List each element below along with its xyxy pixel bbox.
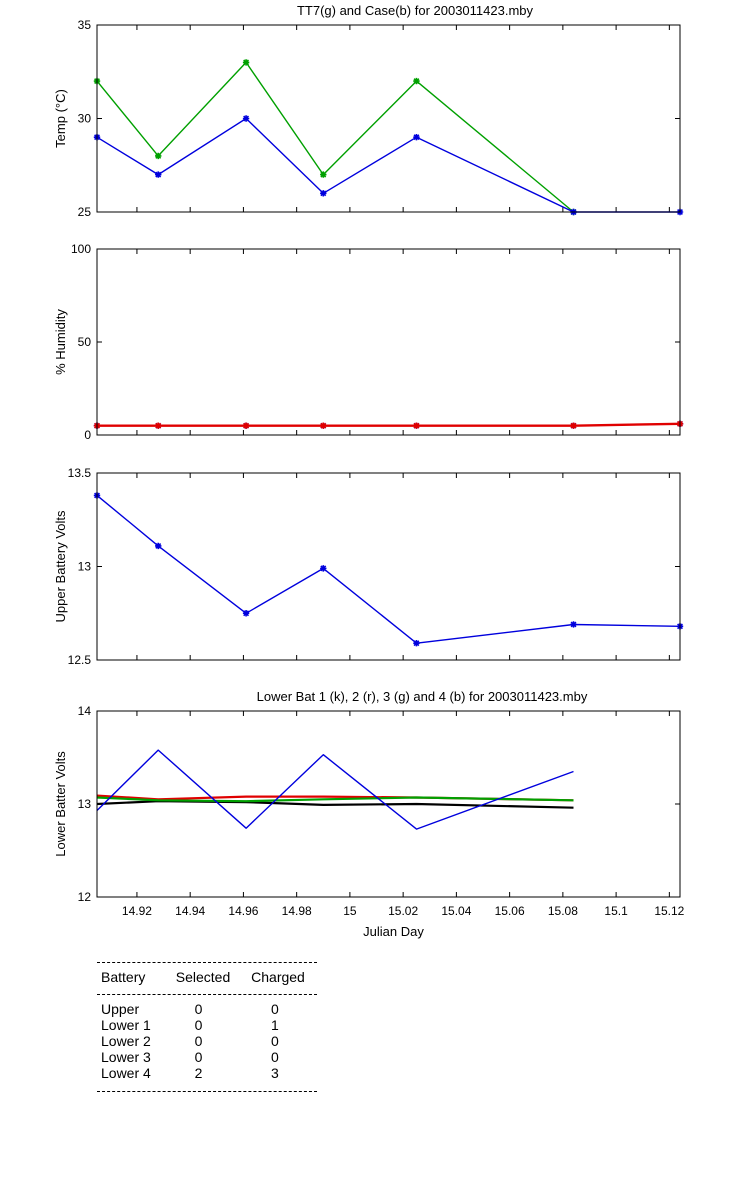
data-point [320, 565, 327, 572]
data-point [413, 639, 420, 647]
battery-selected: 0 [194, 1017, 203, 1033]
table-rule-bottom [97, 1091, 317, 1092]
figure: 25 30 35 TT7(g) and Case(b) for 2003011423.… [53, 3, 685, 939]
header-selected: Selected [175, 969, 231, 985]
x-tick-label: 15.12 [654, 904, 684, 918]
chart-panel-4: 12 13 14 Lower Bat 1 (k), 2 (r), 3 (g) and … [53, 689, 685, 939]
data-point [242, 610, 250, 617]
battery-selected: 0 [194, 1001, 203, 1017]
battery-name: Lower 4 [101, 1065, 151, 1081]
data-point [155, 152, 162, 160]
battery-charged: 1 [271, 1017, 279, 1033]
y-tick-label: 14 [78, 704, 92, 718]
series-line-e00000 [97, 422, 681, 427]
battery-selected: 0 [194, 1033, 203, 1049]
battery-charged: 3 [271, 1065, 279, 1081]
series-line-0000dd [96, 494, 681, 644]
data-point [242, 59, 250, 66]
data-point [413, 134, 420, 141]
x-tick-label: 14.96 [228, 904, 258, 918]
x-tick-label: 15.06 [495, 904, 525, 918]
chart-panel-1: 25 30 35 TT7(g) and Case(b) for 2003011423.… [53, 3, 684, 219]
x-tick-label: 14.94 [175, 904, 205, 918]
table-body: Upper 0 0 Lower 1 0 1 Lower 2 0 0 Lower … [97, 995, 317, 1081]
battery-charged: 0 [271, 1049, 279, 1065]
y-tick-label: 50 [78, 335, 92, 349]
y-axis-label: Temp (°C) [53, 89, 68, 148]
table-rule-middle [97, 994, 317, 995]
x-tick-label: 15.1 [604, 904, 628, 918]
table-row: Upper 0 0 [97, 1001, 317, 1017]
chart-panel-2: 0 50 100 % Humidity [53, 242, 684, 442]
battery-name: Upper [101, 1001, 140, 1017]
table-row: Lower 2 0 0 [97, 1033, 317, 1049]
chart-panel-3: 12.5 13 13.5 Upper Battery Volts [53, 466, 684, 667]
chart-title: TT7(g) and Case(b) for 2003011423.mby [297, 3, 534, 18]
x-tick-label: 14.98 [282, 904, 312, 918]
y-axis-label: Upper Battery Volts [53, 510, 68, 622]
data-point [413, 77, 420, 85]
table-header-row: Battery Selected Charged [97, 963, 317, 985]
battery-name: Lower 1 [101, 1017, 151, 1033]
data-point [570, 621, 577, 628]
y-tick-label: 13.5 [68, 466, 92, 480]
battery-table: Battery Selected Charged Upper 0 0 Lower… [97, 962, 317, 1092]
y-axis-label: % Humidity [53, 309, 68, 375]
y-tick-label: 30 [78, 112, 92, 126]
y-tick-label: 0 [84, 428, 91, 442]
x-tick-label: 14.92 [122, 904, 152, 918]
x-tick-label: 15.02 [388, 904, 418, 918]
data-point [155, 171, 162, 178]
y-tick-label: 25 [78, 205, 92, 219]
data-point [570, 422, 577, 429]
x-tick-label: 15 [343, 904, 357, 918]
plot-frame [96, 248, 681, 436]
battery-name: Lower 3 [101, 1049, 151, 1065]
y-tick-label: 12.5 [68, 653, 92, 667]
data-point [242, 422, 250, 429]
table-row: Lower 3 0 0 [97, 1049, 317, 1065]
battery-selected: 2 [194, 1065, 203, 1081]
battery-name: Lower 2 [101, 1033, 151, 1049]
y-tick-label: 13 [78, 560, 92, 574]
data-point [320, 422, 327, 429]
y-tick-label: 35 [78, 18, 92, 32]
header-battery: Battery [101, 969, 146, 985]
data-point [155, 422, 162, 429]
x-axis-label: Julian Day [363, 924, 424, 939]
battery-charged: 0 [271, 1033, 279, 1049]
table-row: Lower 1 0 1 [97, 1017, 317, 1033]
plot-frame [96, 24, 681, 213]
series-line-00a000 [96, 61, 574, 213]
data-point [413, 422, 420, 429]
series-line-0000dd [96, 749, 574, 830]
table-rule-top [97, 962, 317, 963]
series-line-00a000 [96, 796, 574, 803]
y-axis-label: Lower Batter Volts [53, 751, 68, 857]
battery-selected: 0 [194, 1049, 203, 1065]
y-tick-label: 100 [71, 242, 91, 256]
battery-charged: 0 [271, 1001, 279, 1017]
plot-frame [96, 472, 681, 661]
series-line-000000 [96, 800, 574, 809]
series-line-0000dd [96, 117, 680, 213]
data-point [320, 190, 327, 197]
x-tick-label: 15.04 [441, 904, 471, 918]
y-tick-label: 12 [78, 890, 92, 904]
data-point [242, 115, 250, 122]
table-row: Lower 4 2 3 [97, 1065, 317, 1081]
data-point [320, 171, 327, 178]
data-point [155, 542, 162, 550]
chart-title: Lower Bat 1 (k), 2 (r), 3 (g) and 4 (b) … [257, 689, 588, 704]
y-tick-label: 13 [78, 797, 92, 811]
plot-frame [96, 710, 681, 898]
x-tick-label: 15.08 [548, 904, 578, 918]
header-charged: Charged [251, 969, 305, 985]
